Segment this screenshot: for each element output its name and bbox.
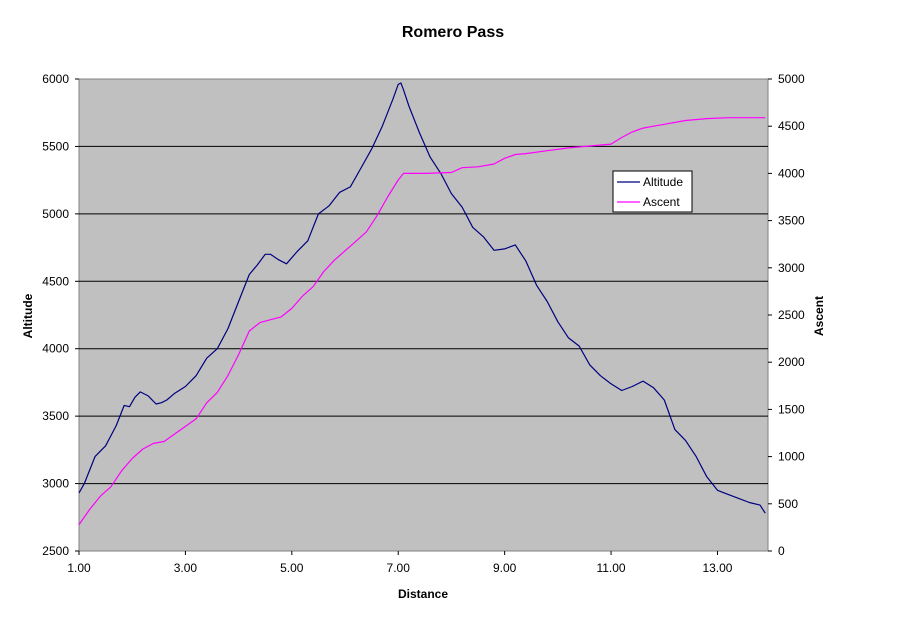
x-tick-label: 3.00: [174, 561, 198, 575]
x-tick-label: 7.00: [387, 561, 411, 575]
y-right-tick-label: 4000: [778, 166, 805, 180]
chart-title: Romero Pass: [402, 24, 504, 41]
y-left-tick-label: 4500: [42, 274, 69, 288]
y-left-axis-ticks: 2500 3000 3500 4000 4500 5000 5500 6000: [42, 72, 79, 558]
y-left-tick-label: 3000: [42, 477, 69, 491]
x-tick-label: 1.00: [67, 561, 91, 575]
y-right-axis-ticks: 0 500 1000 1500 2000 2500 3000 3500 4000 4500 5000: [768, 72, 805, 558]
x-tick-label: 5.00: [280, 561, 304, 575]
x-tick-label: 11.00: [596, 561, 625, 575]
y-right-tick-label: 5000: [778, 72, 805, 86]
legend-label-ascent: Ascent: [643, 195, 680, 209]
y-right-tick-label: 2500: [778, 308, 805, 322]
y-left-tick-label: 5500: [42, 139, 69, 153]
series-line-altitude: [78, 82, 766, 514]
y-right-tick-label: 1500: [778, 402, 805, 416]
y-left-tick-label: 2500: [42, 544, 69, 558]
x-tick-label: 13.00: [702, 561, 732, 575]
legend-label-altitude: Altitude: [643, 175, 683, 189]
y-right-axis-title: Ascent: [812, 296, 826, 336]
y-right-tick-label: 500: [778, 497, 798, 511]
y-right-tick-label: 4500: [778, 119, 805, 133]
legend: Altitude Ascent: [612, 170, 693, 213]
y-left-tick-label: 5000: [42, 207, 69, 221]
y-right-tick-label: 2000: [778, 355, 805, 369]
y-left-tick-label: 3500: [42, 409, 69, 423]
x-axis-ticks: 1.00 3.00 5.00 7.00 9.00 11.00 13.00: [67, 551, 733, 575]
x-axis-title: Distance: [398, 587, 448, 601]
y-right-tick-label: 3500: [778, 214, 805, 228]
plot-area: [78, 78, 769, 552]
series-lines: [78, 82, 766, 525]
y-left-axis-title: Altitude: [21, 293, 35, 338]
grid-lines: [79, 145, 768, 485]
x-tick-label: 9.00: [493, 561, 517, 575]
y-right-tick-label: 0: [778, 544, 785, 558]
y-left-tick-label: 6000: [42, 72, 69, 86]
y-right-tick-label: 1000: [778, 450, 805, 464]
y-right-tick-label: 3000: [778, 261, 805, 275]
y-left-tick-label: 4000: [42, 342, 69, 356]
legend-box: [612, 170, 693, 213]
series-line-ascent: [78, 117, 766, 525]
